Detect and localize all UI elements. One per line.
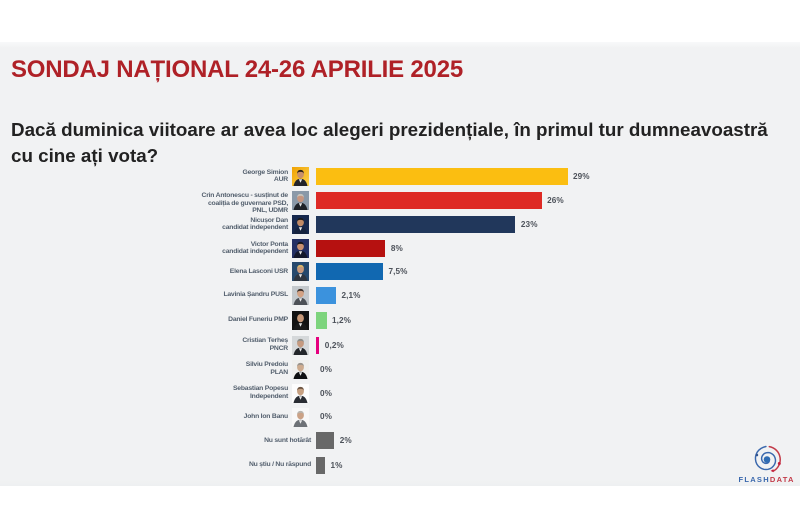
svg-text:FLASHDATA: FLASHDATA — [739, 475, 795, 484]
